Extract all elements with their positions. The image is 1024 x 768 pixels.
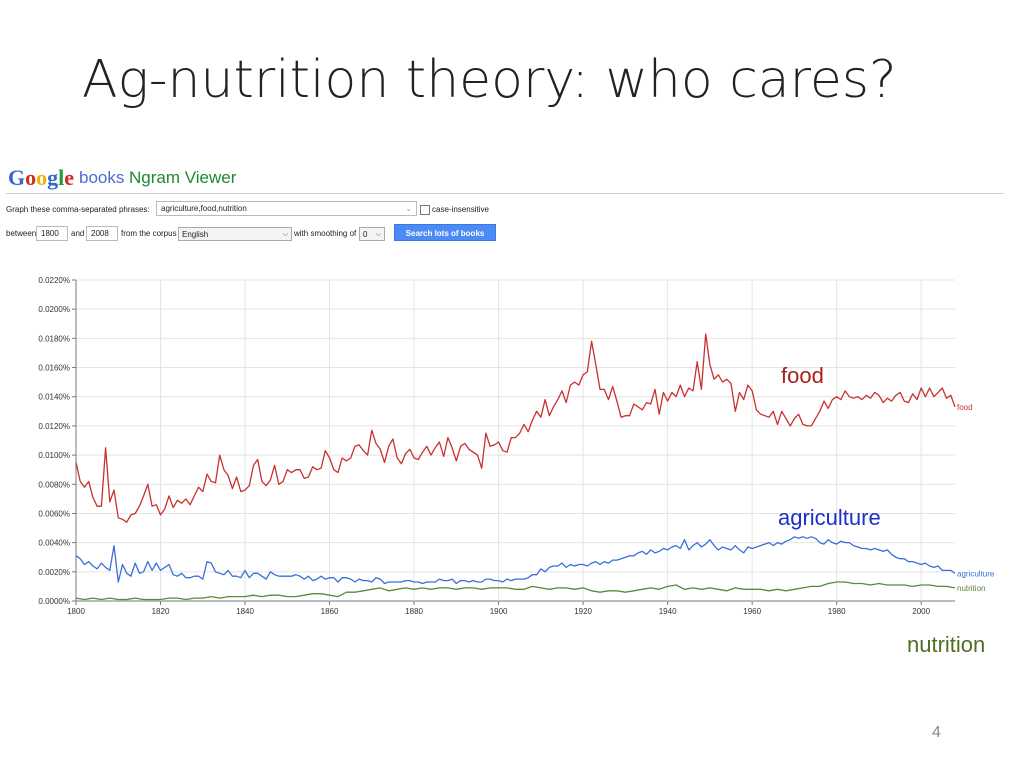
food-annotation: food [781,363,824,388]
case-insensitive-label: case-insensitive [432,205,489,214]
y-tick-label: 0.0040% [38,539,70,548]
x-tick-label: 1960 [743,607,761,616]
series-line-agriculture [75,536,956,585]
agriculture-annotation: agriculture [778,505,881,530]
phrases-dropdown-icon[interactable]: ⌄ [405,204,412,213]
series-line-nutrition [75,581,956,601]
smoothing-select[interactable]: 0 ⌵ [359,227,385,241]
logo-letter: o [36,165,48,190]
logo-letter: G [8,165,26,190]
search-button[interactable]: Search lots of books [394,224,496,241]
slide-title: Ag-nutrition theory: who cares? [82,50,897,110]
logo-letter: g [47,165,59,190]
logo-letter: l [58,165,65,190]
y-tick-label: 0.0120% [38,422,70,431]
corpus-select[interactable]: English ⌵ [178,227,292,241]
x-tick-label: 1860 [321,607,339,616]
logo-letter: o [25,165,37,190]
y-tick-label: 0.0060% [38,509,70,518]
y-tick-label: 0.0020% [38,568,70,577]
nutrition-annotation: nutrition [907,632,986,657]
corpus-value: English [182,230,209,239]
logo-letter: e [64,165,75,190]
ngram-viewer-title: Ngram Viewer [129,168,237,187]
y-tick-label: 0.0160% [38,364,70,373]
y-tick-label: 0.0180% [38,334,70,343]
x-tick-label: 1840 [236,607,254,616]
series-end-label-agriculture: agriculture [957,569,995,578]
y-tick-label: 0.0140% [38,393,70,402]
smoothing-value: 0 [363,230,368,239]
x-tick-label: 2000 [912,607,930,616]
and-label: and [71,229,85,238]
x-tick-label: 1920 [574,607,592,616]
y-tick-label: 0.0080% [38,480,70,489]
series-line-food [75,333,956,523]
corpus-caret-icon: ⌵ [282,231,288,238]
x-tick-label: 1820 [152,607,170,616]
y-tick-label: 0.0220% [38,276,70,285]
y-tick-label: 0.0200% [38,305,70,314]
books-word: books [79,168,125,187]
case-insensitive-checkbox[interactable] [420,205,430,215]
x-tick-label: 1800 [67,607,85,616]
phrases-input[interactable]: agriculture,food,nutrition ⌄ [156,201,417,216]
corpus-label: from the corpus [121,229,177,238]
start-year-input[interactable]: 1800 [36,226,68,241]
phrases-input-value: agriculture,food,nutrition [161,204,247,213]
ngram-header: Google books Ngram Viewer [6,163,1004,194]
google-logo[interactable]: Google [8,165,74,191]
x-tick-label: 1940 [659,607,677,616]
smoothing-label: with smoothing of [294,229,357,238]
smoothing-caret-icon: ⌵ [375,231,381,238]
series-end-label-food: food [957,403,973,412]
y-tick-label: 0.0000% [38,597,70,606]
x-tick-label: 1900 [490,607,508,616]
x-tick-label: 1980 [828,607,846,616]
series-end-label-nutrition: nutrition [957,584,985,593]
phrases-label: Graph these comma-separated phrases: [6,205,150,214]
between-label: between [6,229,37,238]
end-year-input[interactable]: 2008 [86,226,118,241]
page-number: 4 [932,724,941,741]
x-tick-label: 1880 [405,607,423,616]
y-tick-label: 0.0100% [38,451,70,460]
